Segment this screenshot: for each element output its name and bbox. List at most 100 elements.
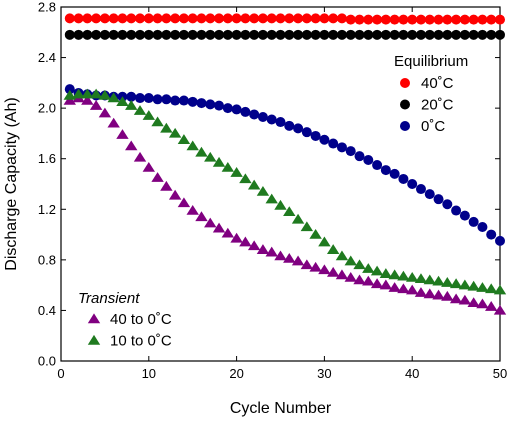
legend-marker bbox=[400, 78, 410, 88]
data-point-circle bbox=[135, 13, 146, 24]
data-point-triangle bbox=[151, 116, 164, 127]
data-point-circle bbox=[143, 29, 154, 40]
legend-label: 0˚C bbox=[421, 118, 445, 135]
data-point-circle bbox=[319, 29, 330, 40]
data-point-circle bbox=[354, 29, 365, 40]
data-point-circle bbox=[495, 29, 505, 40]
data-point-circle bbox=[222, 13, 233, 24]
data-point-triangle bbox=[89, 100, 103, 110]
data-point-triangle bbox=[370, 278, 384, 289]
data-point-circle bbox=[389, 168, 400, 179]
ticks-layer: 0 10 20 30 40 50 0.0 0.4 0.8 1.2 1.6 2.0 2.4 2.8 bbox=[38, 0, 507, 381]
data-point-circle bbox=[135, 29, 146, 40]
data-point-triangle bbox=[318, 264, 331, 275]
legend-layer: Equilibrium 40˚C 20˚C 0˚C Transient 40 to 0˚C… bbox=[78, 53, 468, 350]
data-point-circle bbox=[196, 13, 207, 24]
data-point-circle bbox=[336, 142, 347, 153]
data-point-triangle bbox=[204, 217, 217, 228]
data-point-circle bbox=[240, 106, 251, 117]
data-point-circle bbox=[442, 29, 453, 40]
data-point-triangle bbox=[212, 222, 226, 233]
data-point-triangle bbox=[379, 268, 393, 278]
data-point-triangle bbox=[283, 252, 296, 263]
data-point-circle bbox=[336, 29, 347, 40]
data-point-triangle bbox=[107, 92, 120, 103]
data-point-triangle bbox=[168, 127, 182, 138]
data-point-circle bbox=[363, 29, 374, 40]
data-point-triangle bbox=[177, 134, 191, 144]
data-point-triangle bbox=[423, 274, 436, 285]
legend-label: 40˚C bbox=[421, 75, 454, 92]
data-point-triangle bbox=[221, 161, 235, 172]
data-point-circle bbox=[363, 154, 374, 165]
data-point-circle bbox=[214, 29, 225, 40]
data-point-circle bbox=[91, 29, 102, 40]
data-point-circle bbox=[108, 29, 119, 40]
data-point-triangle bbox=[230, 232, 243, 243]
data-point-circle bbox=[301, 29, 312, 40]
data-point-triangle bbox=[247, 179, 261, 190]
data-point-circle bbox=[275, 29, 286, 40]
data-point-circle bbox=[187, 29, 198, 40]
data-point-circle bbox=[161, 13, 172, 24]
data-point-circle bbox=[407, 14, 418, 25]
data-point-circle bbox=[424, 14, 435, 25]
data-point-circle bbox=[152, 94, 163, 105]
y-tick-label: 1.2 bbox=[38, 202, 56, 217]
y-axis-title: Discharge Capacity (Ah) bbox=[3, 97, 20, 270]
points-layer bbox=[63, 13, 507, 315]
data-point-circle bbox=[170, 29, 181, 40]
data-point-circle bbox=[73, 29, 84, 40]
data-point-circle bbox=[415, 184, 426, 195]
data-point-circle bbox=[380, 165, 391, 176]
data-point-circle bbox=[143, 13, 154, 24]
legend-title: Equilibrium bbox=[394, 53, 468, 70]
data-point-triangle bbox=[414, 273, 428, 284]
x-tick-label: 50 bbox=[493, 366, 507, 381]
data-point-circle bbox=[178, 29, 189, 40]
data-point-triangle bbox=[309, 228, 322, 239]
data-point-triangle bbox=[449, 293, 463, 304]
data-point-circle bbox=[442, 199, 453, 210]
data-point-triangle bbox=[283, 206, 296, 217]
data-point-triangle bbox=[362, 263, 375, 273]
data-point-triangle bbox=[441, 290, 454, 301]
data-point-circle bbox=[266, 29, 277, 40]
y-tick-label: 2.4 bbox=[38, 50, 56, 65]
data-point-triangle bbox=[177, 197, 191, 208]
data-point-triangle bbox=[493, 304, 507, 315]
data-point-circle bbox=[398, 173, 409, 184]
y-tick-label: 2.8 bbox=[38, 0, 56, 15]
data-point-circle bbox=[310, 13, 321, 24]
data-point-circle bbox=[398, 29, 409, 40]
data-point-triangle bbox=[116, 129, 129, 139]
data-point-triangle bbox=[274, 250, 287, 261]
data-point-circle bbox=[214, 13, 225, 24]
data-point-circle bbox=[433, 14, 444, 25]
data-point-triangle bbox=[326, 244, 340, 254]
data-point-circle bbox=[486, 229, 497, 240]
x-tick-label: 10 bbox=[142, 366, 156, 381]
data-point-circle bbox=[161, 29, 172, 40]
data-point-circle bbox=[372, 29, 383, 40]
data-point-triangle bbox=[142, 161, 155, 172]
data-point-circle bbox=[459, 210, 470, 221]
data-point-circle bbox=[126, 91, 137, 102]
data-point-triangle bbox=[291, 213, 305, 224]
data-point-circle bbox=[389, 29, 400, 40]
data-point-circle bbox=[196, 98, 207, 109]
data-point-triangle bbox=[63, 89, 76, 100]
data-point-circle bbox=[407, 29, 418, 40]
data-point-circle bbox=[117, 29, 128, 40]
data-point-circle bbox=[152, 13, 163, 24]
data-point-circle bbox=[135, 93, 146, 104]
data-point-circle bbox=[143, 93, 154, 104]
data-point-triangle bbox=[186, 204, 199, 215]
data-point-triangle bbox=[212, 156, 226, 167]
data-point-circle bbox=[249, 29, 260, 40]
data-point-triangle bbox=[476, 282, 489, 292]
legend-marker bbox=[400, 99, 410, 110]
data-point-circle bbox=[266, 114, 277, 125]
data-point-circle bbox=[205, 29, 216, 40]
